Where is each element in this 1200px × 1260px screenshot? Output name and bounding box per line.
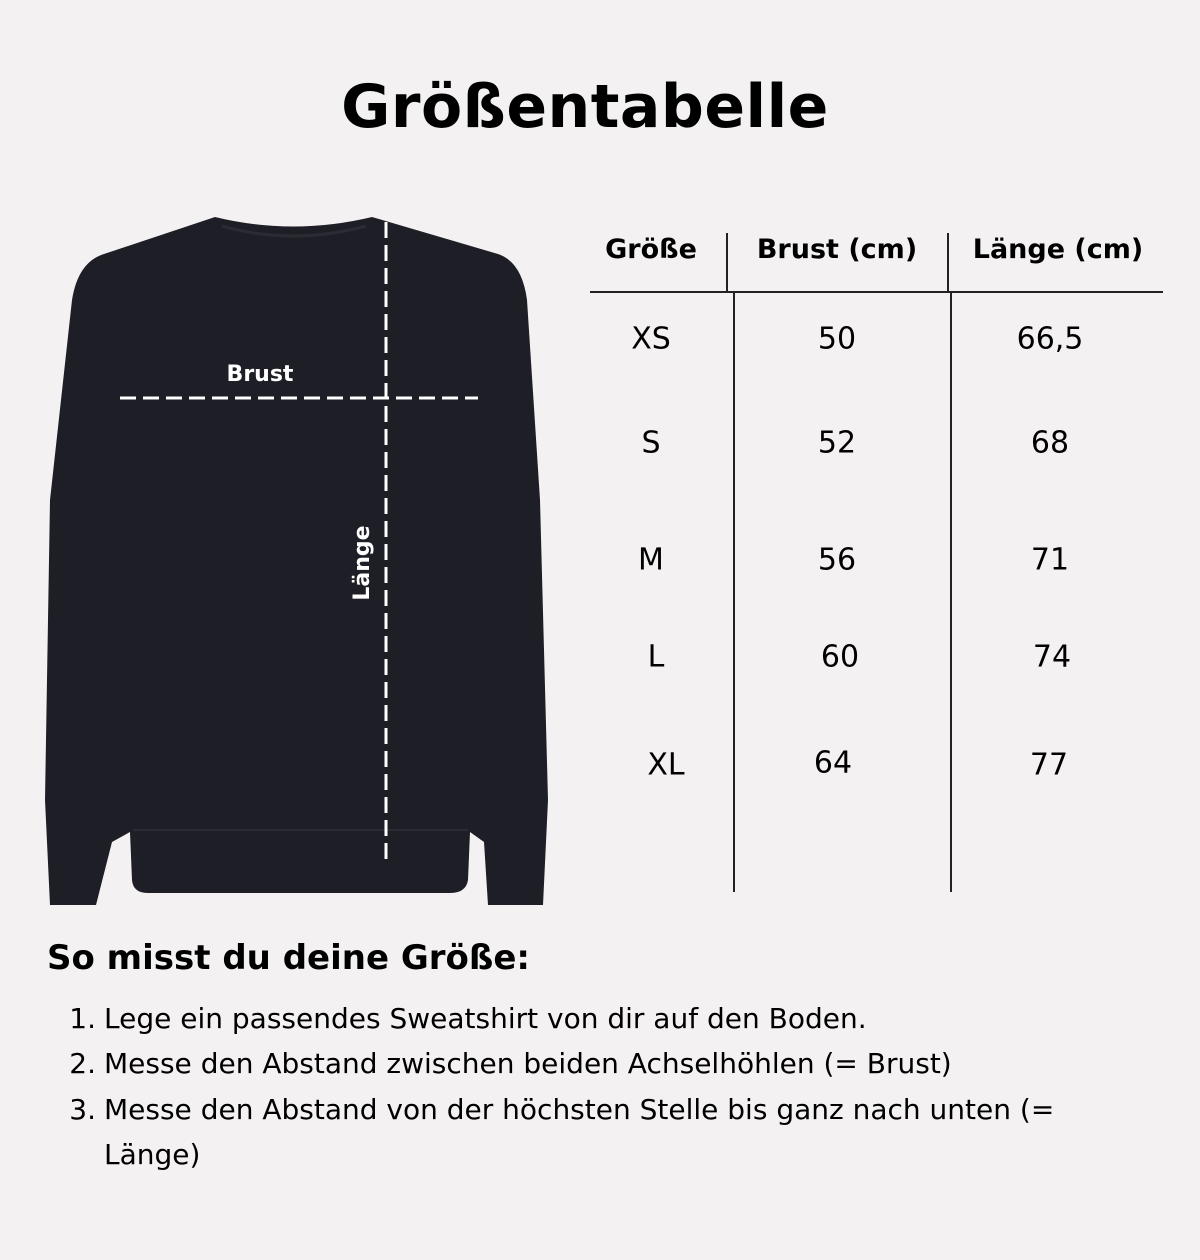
- cell-length: 68: [1030, 425, 1070, 461]
- page-title: Größentabelle: [341, 72, 829, 142]
- cell-chest: 64: [813, 745, 853, 781]
- header-divider: [590, 291, 1163, 293]
- cell-size: L: [647, 639, 665, 675]
- sweatshirt-collar: [221, 224, 367, 238]
- cell-length: 74: [1032, 639, 1072, 675]
- header-chest: Brust (cm): [756, 234, 918, 265]
- step-text: Lege ein passendes Sweatshirt von dir au…: [104, 1002, 867, 1035]
- cell-size: XL: [647, 747, 685, 783]
- cell-chest: 50: [817, 321, 857, 357]
- column-divider: [726, 233, 728, 292]
- cell-size: M: [638, 542, 664, 578]
- cell-size: XS: [631, 321, 671, 357]
- step-text: Messe den Abstand zwischen beiden Achsel…: [104, 1047, 952, 1080]
- header-length: Länge (cm): [972, 234, 1144, 265]
- instruction-step: 1. Lege ein passendes Sweatshirt von dir…: [60, 996, 1160, 1041]
- cell-length: 66,5: [1016, 321, 1084, 357]
- cell-chest: 60: [820, 639, 860, 675]
- column-divider: [947, 233, 949, 292]
- chest-label: Brust: [227, 362, 294, 387]
- instructions-heading: So misst du deine Größe:: [47, 938, 531, 978]
- instruction-step: 3. Messe den Abstand von der höchsten St…: [60, 1087, 1070, 1177]
- sweatshirt-illustration: Brust Länge: [45, 217, 548, 905]
- column-divider: [950, 292, 952, 892]
- column-divider: [733, 292, 735, 892]
- sweatshirt-body: [45, 217, 548, 905]
- cell-length: 77: [1029, 747, 1069, 783]
- step-number: 3.: [69, 1093, 96, 1126]
- step-number: 1.: [69, 1002, 96, 1035]
- length-label: Länge: [350, 525, 375, 600]
- step-text: Messe den Abstand von der höchsten Stell…: [104, 1093, 1055, 1171]
- cell-size: S: [641, 425, 661, 461]
- cell-chest: 56: [817, 542, 857, 578]
- cell-length: 71: [1030, 542, 1070, 578]
- instruction-step: 2. Messe den Abstand zwischen beiden Ach…: [60, 1041, 1160, 1086]
- cell-chest: 52: [817, 425, 857, 461]
- header-size: Größe: [605, 234, 697, 265]
- step-number: 2.: [69, 1047, 96, 1080]
